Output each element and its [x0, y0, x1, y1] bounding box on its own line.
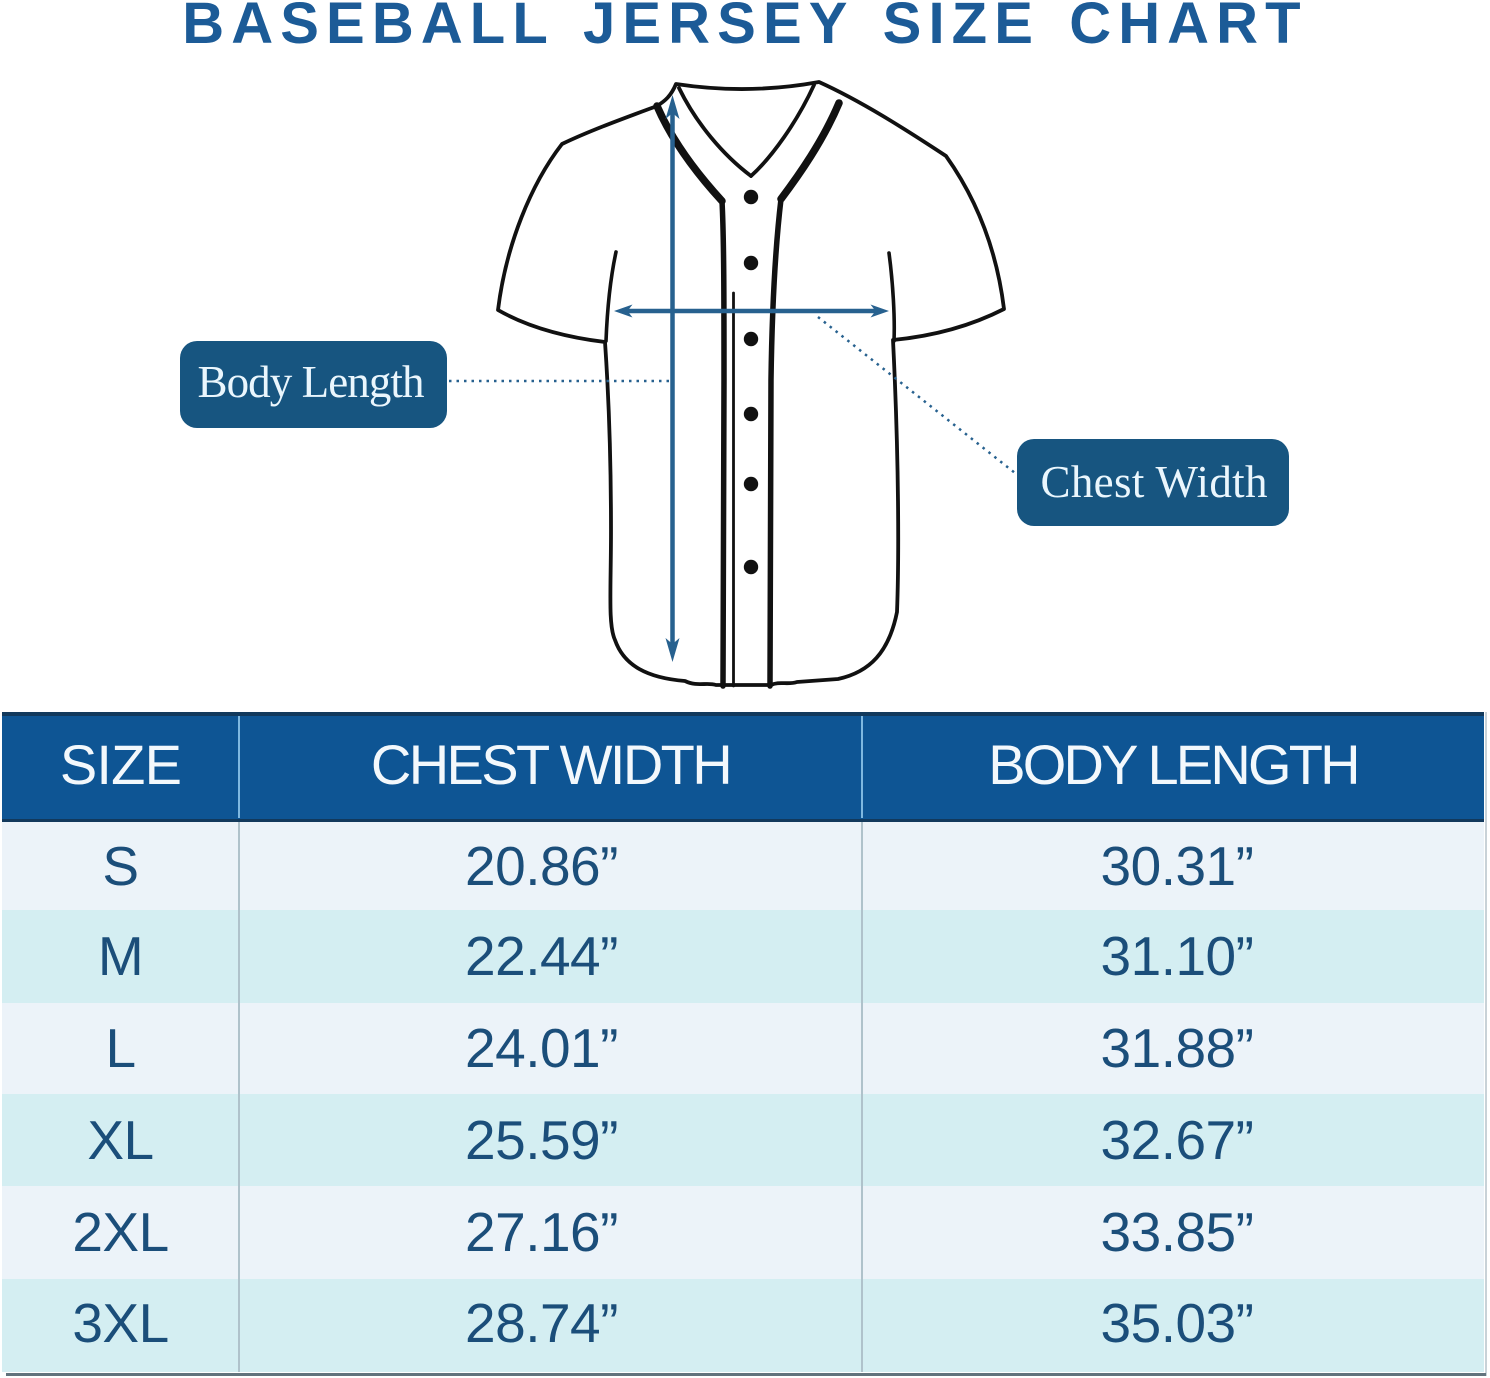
- svg-text:Chest Width: Chest Width: [1041, 457, 1268, 507]
- svg-text:Body Length: Body Length: [198, 357, 425, 407]
